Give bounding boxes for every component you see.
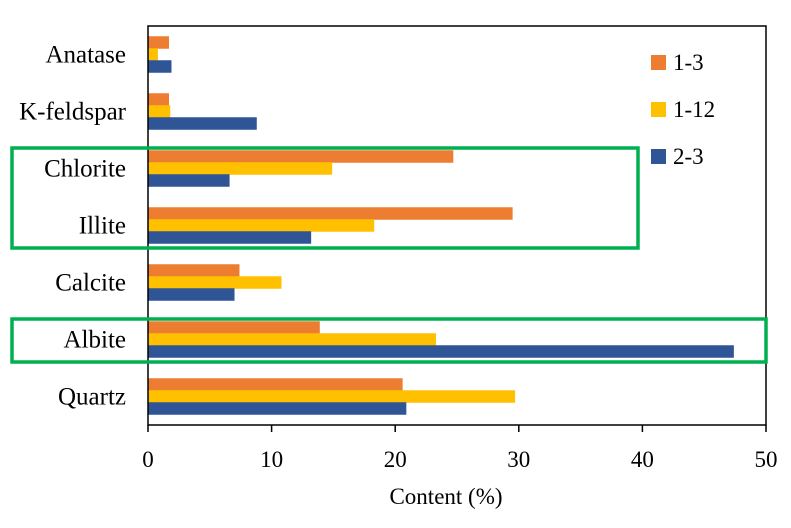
bar-chlorite-series-1-3	[148, 150, 454, 163]
legend-label-1-3: 1-3	[673, 50, 704, 75]
category-label-chlorite: Chlorite	[44, 156, 126, 183]
highlight-boxes	[10, 146, 768, 364]
bar-illite-series-1-3	[148, 207, 513, 220]
bar-anatase-series-2-3	[148, 60, 172, 73]
bar-chlorite-series-1-12	[148, 162, 333, 175]
legend-label-1-12: 1-12	[673, 97, 715, 122]
ticks-layer: 0 10 20 30 40 50	[142, 425, 778, 472]
bar-quartz-series-1-3	[148, 378, 403, 391]
bar-calcite-series-1-3	[148, 264, 240, 277]
category-label-k-feldspar: K-feldspar	[19, 99, 127, 126]
bar-calcite-series-1-12	[148, 276, 282, 289]
category-label-albite: Albite	[64, 327, 127, 354]
category-label-anatase: Anatase	[45, 42, 126, 69]
category-label-quartz: Quartz	[58, 384, 126, 411]
x-tick-label-20: 20	[384, 447, 407, 472]
bar-calcite-series-2-3	[148, 288, 235, 301]
category-label-calcite: Calcite	[55, 270, 126, 297]
legend-swatch-2-3	[651, 149, 666, 164]
highlight-box-chlorite-illite	[10, 146, 640, 250]
bar-quartz-series-1-12	[148, 390, 516, 403]
bar-albite-series-1-12	[148, 333, 436, 346]
bar-k-feldspar-series-2-3	[148, 117, 257, 130]
bar-k-feldspar-series-1-3	[148, 93, 170, 106]
bar-albite-series-1-3	[148, 321, 320, 334]
legend-label-2-3: 2-3	[673, 144, 704, 169]
x-tick-label-0: 0	[142, 447, 154, 472]
bar-k-feldspar-series-1-12	[148, 105, 171, 118]
bar-anatase-series-1-3	[148, 36, 170, 49]
legend: 1-3 1-12 2-3	[651, 50, 715, 169]
bar-quartz-series-2-3	[148, 402, 407, 415]
category-label-illite: Illite	[79, 213, 126, 240]
bar-illite-series-1-12	[148, 219, 375, 232]
highlight-box-albite	[10, 317, 768, 364]
x-axis-title: Content (%)	[389, 484, 502, 509]
bar-albite-series-2-3	[148, 345, 734, 358]
bars-layer	[148, 36, 734, 415]
x-tick-label-40: 40	[631, 447, 654, 472]
bar-chlorite-series-2-3	[148, 174, 230, 187]
category-labels: Anatase K-feldspar Chlorite Illite Calcite Al…	[19, 42, 127, 411]
bar-illite-series-2-3	[148, 231, 312, 244]
legend-swatch-1-3	[651, 55, 666, 70]
x-tick-label-30: 30	[507, 447, 530, 472]
plot-frame	[147, 25, 767, 426]
legend-swatch-1-12	[651, 102, 666, 117]
bar-anatase-series-1-12	[148, 48, 158, 61]
x-tick-label-50: 50	[755, 447, 778, 472]
x-tick-label-10: 10	[260, 447, 283, 472]
